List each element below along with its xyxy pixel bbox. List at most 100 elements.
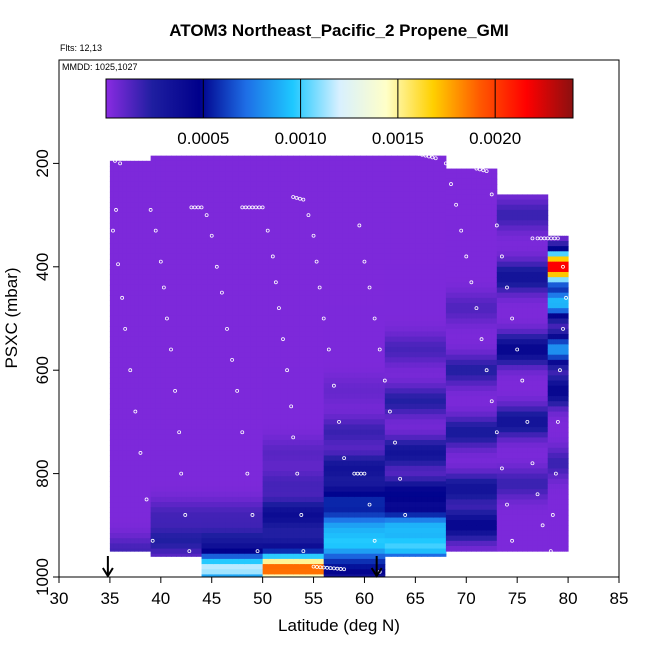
heatmap-cell <box>196 238 203 245</box>
heatmap-cell <box>186 512 192 519</box>
heatmap-cell <box>433 527 441 534</box>
heatmap-cell <box>439 331 447 338</box>
heatmap-cell <box>456 344 462 351</box>
heatmap-cell <box>372 191 380 198</box>
heatmap-cell <box>342 533 349 539</box>
heatmap-cell <box>390 274 398 281</box>
heatmap-cell <box>219 295 227 301</box>
heatmap-cell <box>134 310 139 317</box>
heatmap-cell <box>323 367 331 374</box>
heatmap-cell <box>397 222 404 229</box>
heatmap-cell <box>232 274 239 281</box>
heatmap-cell <box>329 460 337 467</box>
heatmap-cell <box>378 481 386 488</box>
heatmap-cell <box>165 186 172 193</box>
heatmap-cell <box>348 491 355 498</box>
heatmap-cell <box>238 424 245 431</box>
heatmap-cell <box>360 357 367 363</box>
heatmap-cell <box>155 429 162 436</box>
heatmap-cell <box>305 191 313 198</box>
heatmap-cell <box>384 331 392 338</box>
heatmap-cell <box>329 305 337 312</box>
heatmap-cell <box>317 491 325 498</box>
heatmap-cell <box>207 502 215 508</box>
heatmap-cell <box>196 372 203 379</box>
heatmap-cell <box>378 352 386 358</box>
heatmap-cell <box>256 315 264 322</box>
heatmap-cell <box>113 207 119 214</box>
heatmap-cell <box>109 274 115 281</box>
heatmap-cell <box>155 372 162 379</box>
heatmap-cell <box>335 284 343 291</box>
heatmap-cell <box>201 569 209 575</box>
heatmap-cell <box>415 486 422 493</box>
heatmap-cell <box>390 290 398 296</box>
heatmap-cell <box>335 238 343 245</box>
heatmap-cell <box>348 222 355 229</box>
heatmap-cell <box>225 305 233 312</box>
heatmap-cell <box>126 207 131 214</box>
heatmap-cell <box>342 486 349 493</box>
heatmap-cell <box>138 300 143 307</box>
heatmap-cell <box>390 315 398 322</box>
heatmap-cell <box>155 388 162 394</box>
heatmap-cell <box>142 538 148 544</box>
heatmap-cell <box>323 295 331 301</box>
heatmap-cell <box>445 545 452 552</box>
heatmap-cell <box>366 465 374 472</box>
heatmap-cell <box>126 259 131 265</box>
heatmap-cell <box>329 160 337 167</box>
heatmap-cell <box>134 383 139 389</box>
heatmap-cell <box>186 310 192 317</box>
heatmap-cell <box>433 352 441 358</box>
heatmap-cell <box>366 346 374 353</box>
heatmap-cell <box>421 496 429 503</box>
heatmap-cell <box>176 243 182 250</box>
heatmap-cell <box>146 284 152 291</box>
heatmap-cell <box>415 248 422 255</box>
heatmap-cell <box>244 160 251 167</box>
heatmap-cell <box>287 414 294 420</box>
heatmap-cell <box>287 186 294 193</box>
heatmap-cell <box>421 300 429 307</box>
heatmap-cell <box>160 460 167 467</box>
heatmap-cell <box>122 408 127 415</box>
heatmap-cell <box>122 465 127 472</box>
heatmap-cell <box>427 445 435 451</box>
heatmap-cell <box>142 357 148 363</box>
heatmap-cell <box>280 321 288 327</box>
heatmap-cell <box>433 486 441 493</box>
heatmap-cell <box>421 548 429 555</box>
heatmap-cell <box>244 367 251 374</box>
heatmap-cell <box>445 235 452 242</box>
heatmap-cell <box>122 160 127 167</box>
heatmap-cell <box>293 367 300 374</box>
heatmap-cell <box>317 383 325 389</box>
heatmap-cell <box>225 171 233 177</box>
heatmap-cell <box>181 362 187 369</box>
heatmap-cell <box>268 377 276 384</box>
heatmap-cell <box>165 439 172 446</box>
heatmap-cell <box>213 228 221 234</box>
heatmap-cell <box>176 357 182 363</box>
heatmap-cell <box>122 279 127 286</box>
heatmap-cell <box>280 445 288 451</box>
heatmap-cell <box>191 264 197 270</box>
heatmap-cell <box>186 517 192 524</box>
heatmap-cell <box>348 233 355 239</box>
heatmap-cell <box>366 253 374 260</box>
heatmap-cell <box>287 233 294 239</box>
heatmap-cell <box>311 326 319 332</box>
heatmap-cell <box>317 171 325 177</box>
heatmap-cell <box>348 181 355 188</box>
heatmap-cell <box>186 408 192 415</box>
heatmap-cell <box>390 191 398 198</box>
heatmap-cell <box>403 538 410 544</box>
heatmap-cell <box>113 419 119 425</box>
heatmap-cell <box>219 315 227 322</box>
heatmap-cell <box>118 341 123 348</box>
heatmap-cell <box>191 197 197 203</box>
heatmap-cell <box>138 238 143 245</box>
heatmap-cell <box>113 233 119 239</box>
heatmap-cell <box>415 315 422 322</box>
